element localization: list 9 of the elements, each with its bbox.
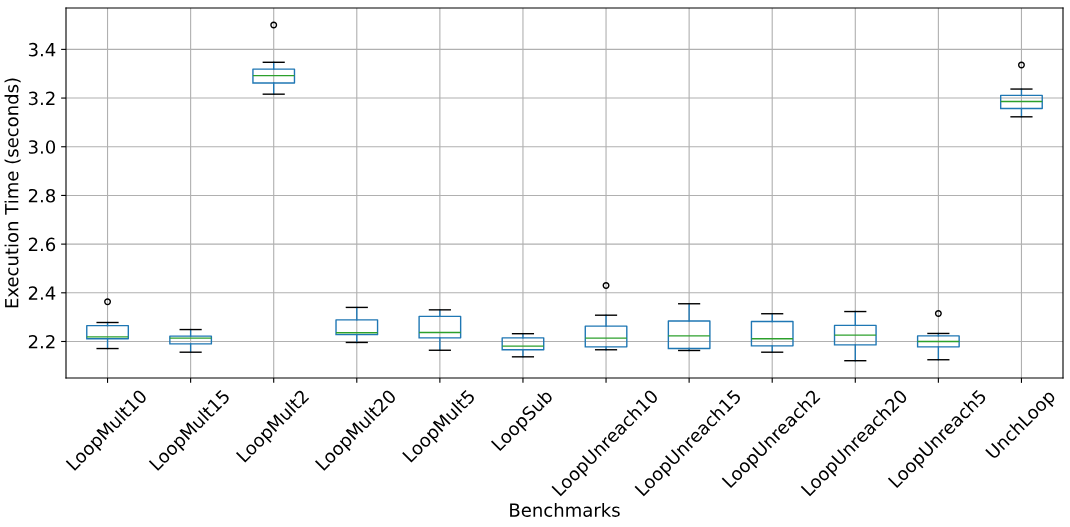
y-tick-label: 3.0	[28, 140, 56, 154]
x-axis-title: Benchmarks	[510, 502, 620, 517]
y-tick-label: 2.8	[28, 188, 56, 203]
y-tick-label: 3.4	[28, 42, 56, 57]
y-tick-label: 3.2	[28, 91, 55, 106]
y-tick-label: 2.4	[28, 286, 56, 300]
y-tick-label: 2.2	[28, 334, 55, 349]
y-axis-title: Execution Time (seconds)	[4, 78, 21, 308]
y-tick-label: 2.6	[28, 237, 56, 252]
